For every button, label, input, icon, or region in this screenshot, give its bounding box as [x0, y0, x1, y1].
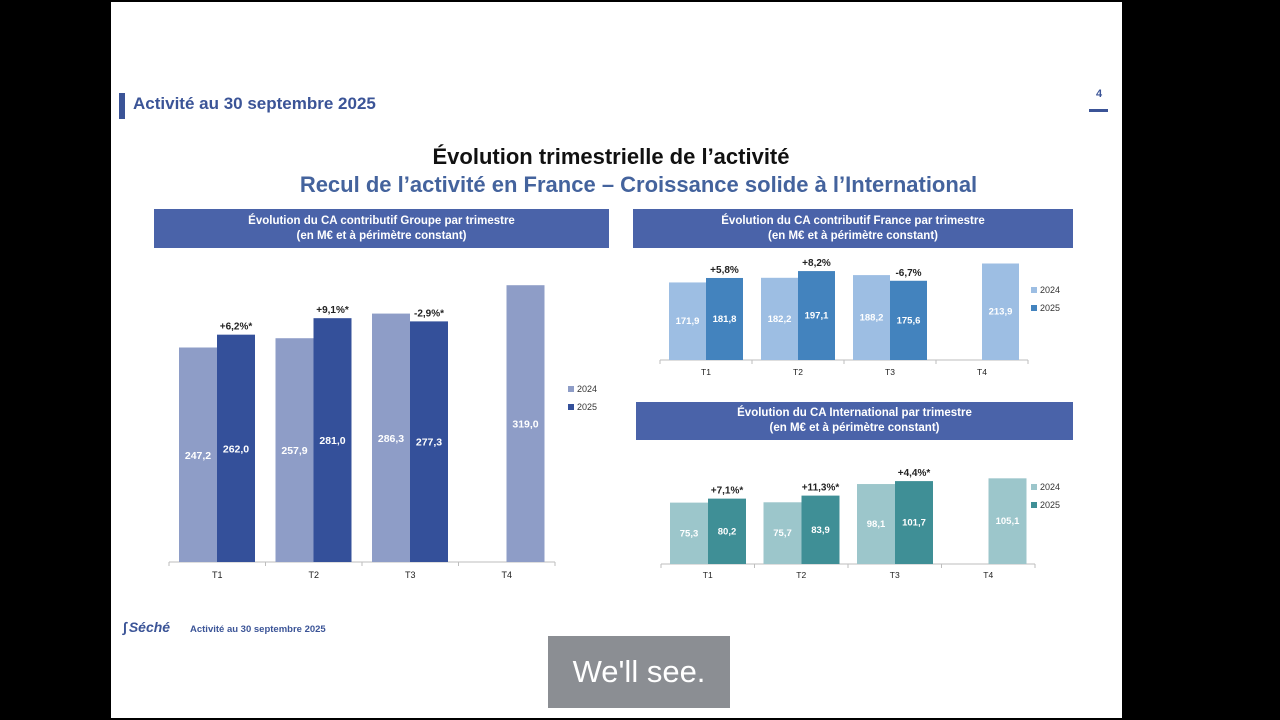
intl-bar-chart: 75,3 80,2 +7,1%* T1 75,7 83,9 +11,3%* T2 98,1 101…	[660, 468, 1060, 580]
intl-chart-header: Évolution du CA International par trimes…	[636, 402, 1073, 440]
groupe-legend-swatch-2024	[568, 386, 574, 392]
groupe-growth-annotation: +6,2%*	[220, 322, 253, 333]
groupe-chart-header: Évolution du CA contributif Groupe par t…	[154, 209, 609, 248]
france-bar-chart: 171,9 181,8 +5,8% T1 182,2 197,1 +8,2% T2 188,2 1…	[659, 258, 1060, 377]
intl-value-label: 101,7	[902, 518, 926, 529]
header-accent-bar	[119, 93, 125, 119]
france-value-label: 171,9	[676, 316, 700, 327]
video-caption: We'll see.	[548, 636, 730, 708]
intl-bar-2024-T1	[670, 502, 708, 564]
france-value-label: 175,6	[897, 315, 921, 326]
groupe-category-label: T1	[212, 570, 223, 580]
groupe-bar-2024-T2	[275, 338, 314, 562]
groupe-category-label: T3	[405, 570, 416, 580]
intl-growth-annotation: +11,3%*	[802, 483, 840, 494]
france-category-label: T1	[701, 367, 711, 377]
intl-category-label: T2	[796, 570, 806, 580]
groupe-value-label: 286,3	[378, 433, 404, 445]
footer-text: Activité au 30 septembre 2025	[190, 624, 326, 635]
intl-value-label: 80,2	[718, 526, 737, 537]
groupe-value-label: 262,0	[223, 443, 249, 455]
intl-legend-label: 2025	[1040, 500, 1060, 510]
intl-bar-2025-T1	[708, 498, 746, 564]
france-growth-annotation: +8,2%	[802, 258, 831, 269]
france-category-label: T2	[793, 367, 803, 377]
intl-growth-annotation: +7,1%*	[711, 486, 744, 497]
france-category-label: T3	[885, 367, 895, 377]
france-value-label: 188,2	[860, 313, 884, 324]
groupe-value-label: 247,2	[185, 450, 211, 462]
france-growth-annotation: +5,8%	[710, 265, 739, 276]
groupe-bar-2025-T3	[410, 321, 448, 562]
groupe-growth-annotation: +9,1%*	[316, 305, 349, 316]
page-number: 4	[1095, 88, 1103, 100]
intl-legend-swatch-2025	[1031, 502, 1037, 508]
groupe-category-label: T4	[501, 570, 512, 580]
intl-value-label: 75,7	[773, 528, 792, 539]
france-value-label: 213,9	[989, 307, 1013, 318]
intl-legend-label: 2024	[1040, 482, 1060, 492]
intl-chart-title: Évolution du CA International par trimes…	[737, 407, 972, 419]
france-growth-annotation: -6,7%	[895, 268, 921, 279]
france-bar-2025-T1	[706, 277, 743, 360]
intl-category-label: T4	[983, 570, 993, 580]
intl-bar-2024-T4	[988, 478, 1027, 564]
france-legend-label: 2025	[1040, 303, 1060, 313]
intl-category-label: T1	[703, 570, 713, 580]
groupe-growth-annotation: -2,9%*	[414, 308, 444, 319]
groupe-bar-chart: 247,2 262,0 +6,2%* T1 257,9 281,0 +9,1%* T2 286,…	[168, 285, 597, 580]
france-bar-2025-T3	[890, 280, 927, 360]
groupe-chart-title: Évolution du CA contributif Groupe par t…	[248, 214, 515, 227]
groupe-legend-label: 2024	[577, 384, 597, 394]
seche-logo: ∫ Séché	[123, 619, 171, 635]
intl-bar-2025-T3	[895, 481, 933, 564]
intl-value-label: 105,1	[996, 516, 1020, 527]
slide-subtitle: Recul de l’activité en France – Croissan…	[299, 172, 978, 197]
france-chart-unit: (en M€ et à périmètre constant)	[768, 229, 938, 242]
intl-bar-2024-T2	[763, 502, 802, 564]
france-legend-swatch-2025	[1031, 305, 1037, 311]
intl-category-label: T3	[890, 570, 900, 580]
slide: Activité au 30 septembre 2025 4 Évolutio…	[111, 2, 1122, 718]
france-bar-2024-T3	[853, 275, 890, 360]
intl-chart-unit: (en M€ et à périmètre constant)	[769, 422, 940, 434]
intl-growth-annotation: +4,4%*	[898, 468, 931, 479]
france-value-label: 197,1	[805, 311, 829, 322]
groupe-legend-swatch-2025	[568, 404, 574, 410]
france-bar-2024-T2	[761, 277, 798, 360]
france-legend-swatch-2024	[1031, 287, 1037, 293]
groupe-bar-2024-T4	[506, 285, 545, 562]
groupe-bar-2024-T1	[179, 347, 217, 562]
slide-title: Évolution trimestrielle de l’activité	[432, 144, 790, 169]
france-bar-2025-T2	[798, 271, 835, 360]
groupe-value-label: 257,9	[281, 445, 307, 457]
france-value-label: 182,2	[768, 314, 792, 325]
groupe-value-label: 281,0	[319, 435, 345, 447]
intl-value-label: 75,3	[680, 528, 699, 539]
intl-bar-2024-T3	[857, 484, 895, 564]
france-value-label: 181,8	[713, 314, 737, 325]
groupe-value-label: 319,0	[512, 419, 538, 431]
groupe-legend-label: 2025	[577, 402, 597, 412]
intl-bar-2025-T2	[801, 495, 840, 564]
logo-swoosh-icon: ∫	[123, 619, 127, 635]
france-bar-2024-T4	[982, 263, 1019, 360]
france-chart-header: Évolution du CA contributif France par t…	[633, 209, 1073, 248]
header-title: Activité au 30 septembre 2025	[133, 94, 376, 113]
intl-value-label: 83,9	[811, 525, 830, 536]
france-legend-label: 2024	[1040, 285, 1060, 295]
groupe-category-label: T2	[308, 570, 319, 580]
intl-legend-swatch-2024	[1031, 484, 1037, 490]
france-chart-title: Évolution du CA contributif France par t…	[721, 214, 985, 227]
intl-value-label: 98,1	[867, 519, 886, 530]
groupe-bar-2025-T1	[217, 334, 255, 562]
groupe-value-label: 277,3	[416, 437, 442, 449]
groupe-bar-2024-T3	[372, 313, 410, 562]
groupe-bar-2025-T2	[313, 318, 352, 562]
page-number-underline	[1089, 109, 1108, 112]
groupe-chart-unit: (en M€ et à périmètre constant)	[296, 229, 467, 242]
france-category-label: T4	[977, 367, 987, 377]
france-bar-2024-T1	[669, 282, 706, 360]
